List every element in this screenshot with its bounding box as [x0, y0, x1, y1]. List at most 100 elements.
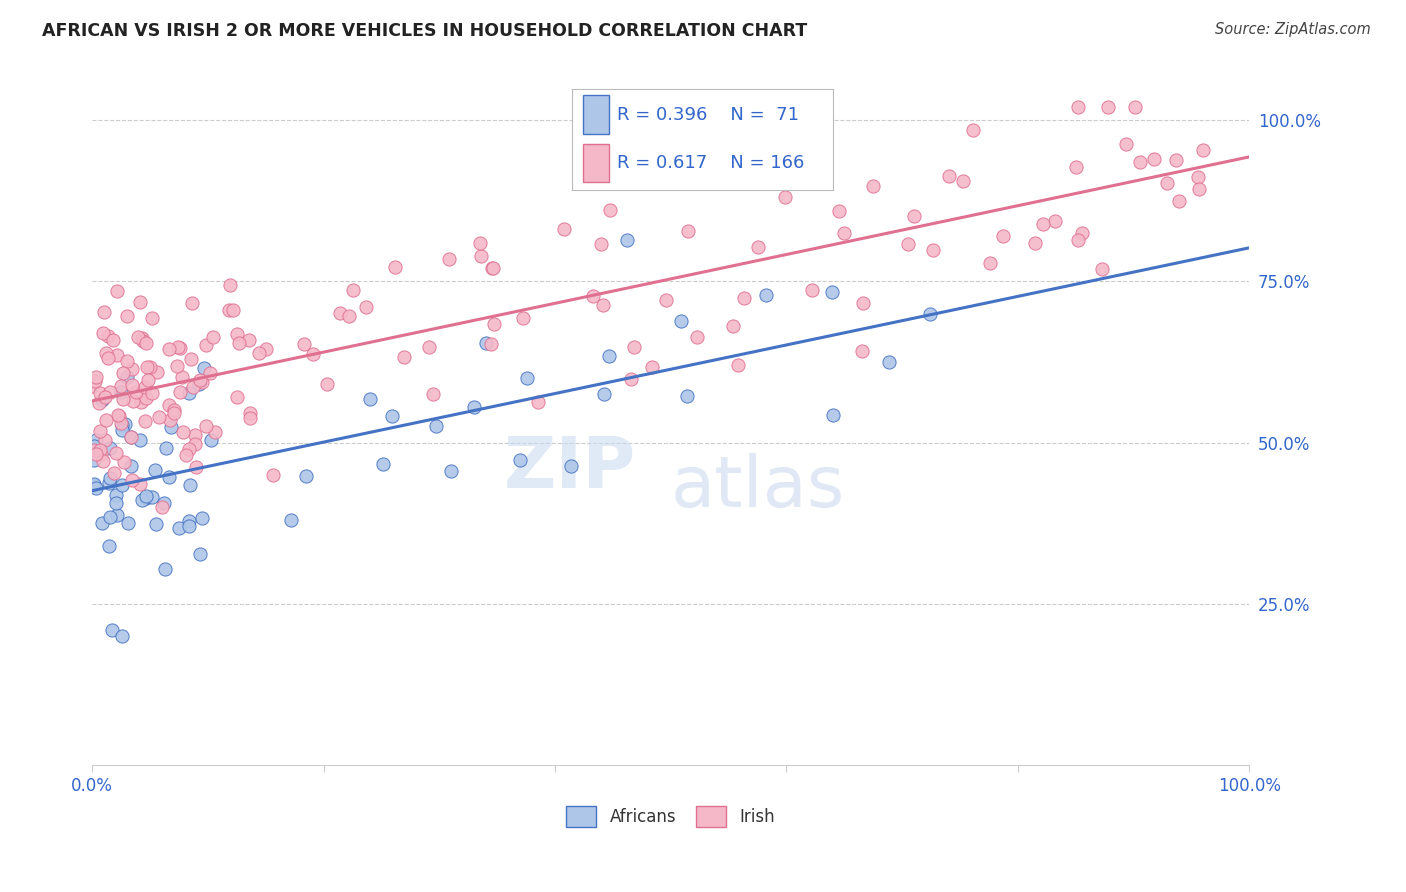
- Point: [141, 310, 163, 325]
- Point: [295, 469, 318, 483]
- Point: [110, 379, 132, 393]
- Point: [167, 521, 190, 535]
- Point: [218, 303, 240, 318]
- Point: [877, 355, 900, 369]
- Point: [90, 392, 112, 407]
- Point: [143, 462, 166, 476]
- Point: [146, 365, 169, 379]
- Point: [589, 236, 612, 251]
- Point: [163, 402, 186, 417]
- Point: [194, 337, 217, 351]
- Point: [157, 398, 180, 412]
- Point: [179, 515, 201, 529]
- Point: [392, 350, 415, 364]
- Point: [669, 314, 692, 328]
- Point: [371, 457, 394, 471]
- Point: [117, 516, 139, 530]
- Point: [755, 288, 778, 302]
- Legend: Africans, Irish: Africans, Irish: [560, 800, 782, 833]
- Point: [98, 441, 121, 455]
- Point: [1188, 182, 1211, 196]
- Point: [172, 425, 194, 439]
- Point: [120, 458, 142, 473]
- Point: [512, 310, 534, 325]
- Point: [280, 513, 302, 527]
- Point: [82, 379, 104, 393]
- Point: [384, 260, 406, 274]
- Point: [219, 277, 242, 292]
- Point: [105, 488, 128, 502]
- Point: [191, 375, 214, 389]
- Point: [991, 229, 1014, 244]
- Point: [128, 433, 150, 447]
- Point: [897, 236, 920, 251]
- Point: [228, 335, 250, 350]
- Point: [153, 562, 176, 576]
- Point: [157, 342, 180, 356]
- Point: [188, 374, 211, 388]
- Point: [599, 203, 621, 218]
- Point: [141, 490, 163, 504]
- Point: [135, 491, 157, 505]
- Point: [103, 466, 125, 480]
- Point: [136, 373, 159, 387]
- Point: [1024, 235, 1046, 250]
- Point: [962, 123, 984, 137]
- Point: [135, 335, 157, 350]
- Point: [1129, 154, 1152, 169]
- Point: [97, 351, 120, 365]
- Point: [1192, 143, 1215, 157]
- Point: [1091, 261, 1114, 276]
- Point: [721, 318, 744, 333]
- Point: [104, 446, 127, 460]
- Point: [94, 413, 117, 427]
- Point: [191, 510, 214, 524]
- Point: [180, 351, 202, 366]
- Point: [129, 476, 152, 491]
- Point: [89, 386, 111, 401]
- Point: [582, 289, 605, 303]
- Point: [1187, 170, 1209, 185]
- Point: [337, 309, 360, 323]
- Point: [105, 348, 128, 362]
- Point: [187, 377, 209, 392]
- Point: [484, 317, 506, 331]
- Point: [174, 448, 197, 462]
- Point: [509, 453, 531, 467]
- Point: [83, 443, 105, 458]
- Point: [181, 380, 204, 394]
- Point: [183, 427, 205, 442]
- Point: [463, 401, 485, 415]
- Point: [862, 178, 884, 193]
- Point: [560, 459, 582, 474]
- Point: [121, 378, 143, 392]
- Point: [354, 300, 377, 314]
- Point: [204, 425, 226, 439]
- Point: [623, 340, 645, 354]
- Point: [93, 305, 115, 319]
- Point: [800, 283, 823, 297]
- Point: [226, 327, 249, 342]
- Point: [1066, 100, 1088, 114]
- Point: [188, 547, 211, 561]
- Point: [238, 334, 260, 348]
- Point: [616, 233, 638, 247]
- Point: [134, 414, 156, 428]
- Point: [115, 369, 138, 384]
- Point: [84, 433, 107, 447]
- Point: [526, 395, 548, 409]
- Text: AFRICAN VS IRISH 2 OR MORE VEHICLES IN HOUSEHOLD CORRELATION CHART: AFRICAN VS IRISH 2 OR MORE VEHICLES IN H…: [42, 22, 807, 40]
- Point: [83, 439, 105, 453]
- Point: [167, 340, 190, 354]
- Point: [111, 417, 134, 432]
- Point: [342, 284, 364, 298]
- Point: [832, 226, 855, 240]
- Point: [179, 477, 201, 491]
- Point: [193, 361, 215, 376]
- Point: [148, 409, 170, 424]
- Point: [114, 417, 136, 431]
- Point: [159, 413, 181, 427]
- Point: [120, 430, 142, 444]
- Point: [160, 420, 183, 434]
- Point: [425, 418, 447, 433]
